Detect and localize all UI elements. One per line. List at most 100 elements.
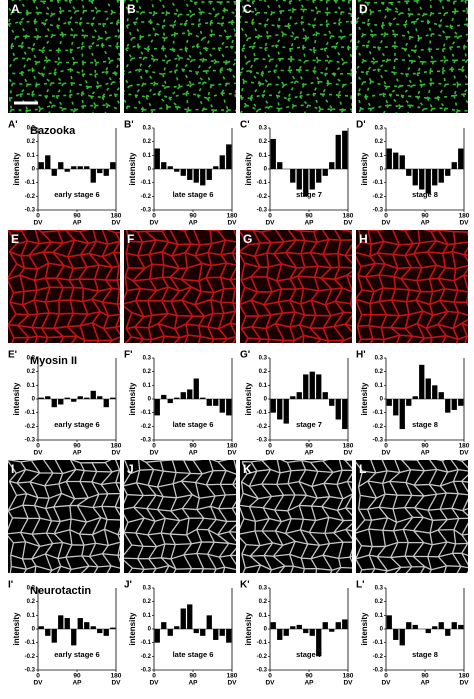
bar: [270, 622, 276, 629]
bar: [399, 155, 405, 169]
y-tick-label: 0.2: [375, 139, 384, 145]
bar: [399, 629, 405, 646]
x-tick-label: 180: [459, 213, 470, 220]
bar: [110, 627, 116, 629]
bar: [187, 169, 193, 180]
bar: [309, 629, 315, 636]
stage-label: stage 7: [296, 190, 322, 199]
bar: [309, 169, 315, 190]
x-tick-label: 90: [421, 213, 429, 220]
x-tick-label: 0: [36, 443, 40, 450]
x-tick-sublabel: DV: [459, 220, 469, 227]
y-axis-label: intensity: [360, 382, 369, 415]
x-tick-label: 180: [343, 213, 354, 220]
x-tick-sublabel: DV: [343, 220, 353, 227]
y-tick-label: 0: [148, 397, 152, 403]
bar: [77, 618, 83, 629]
y-axis-label: intensity: [128, 152, 137, 185]
bar: [84, 622, 90, 629]
y-tick-label: -0.3: [141, 208, 152, 214]
bar: [393, 399, 399, 416]
y-axis-label: intensity: [12, 152, 21, 185]
bar: [219, 629, 225, 636]
x-tick-sublabel: AP: [304, 220, 314, 227]
bar: [303, 374, 309, 399]
bar: [200, 169, 206, 186]
panel-label: A': [8, 120, 18, 131]
panel-label: J': [124, 580, 132, 591]
x-tick-label: 0: [384, 443, 388, 450]
x-tick-sublabel: DV: [227, 680, 237, 687]
stage-label: late stage 6: [173, 420, 214, 429]
y-tick-label: 0: [264, 167, 268, 173]
bar: [283, 629, 289, 636]
x-tick-label: 0: [152, 443, 156, 450]
y-tick-label: 0.3: [259, 126, 268, 132]
cell-edges: [356, 0, 468, 113]
x-tick-sublabel: AP: [304, 450, 314, 457]
bar: [97, 396, 103, 399]
x-tick-label: 0: [152, 213, 156, 220]
bar: [322, 392, 328, 399]
y-tick-label: -0.1: [373, 180, 384, 186]
panel-label: K': [240, 580, 250, 591]
bar: [58, 162, 64, 169]
x-tick-label: 90: [305, 213, 313, 220]
bar: [64, 169, 70, 172]
bar: [458, 624, 464, 629]
bar: [161, 622, 167, 629]
bar: [270, 138, 276, 169]
x-tick-label: 0: [268, 673, 272, 680]
x-tick-label: 0: [36, 213, 40, 220]
bar: [58, 615, 64, 629]
y-tick-label: -0.2: [257, 654, 268, 660]
x-tick-label: 90: [73, 213, 81, 220]
y-tick-label: 0.2: [143, 599, 152, 605]
bar: [393, 152, 399, 169]
bar: [419, 169, 425, 190]
bar: [322, 169, 328, 176]
bar: [90, 169, 96, 183]
y-tick-label: 0.3: [27, 356, 36, 362]
y-tick-label: -0.1: [25, 640, 36, 646]
bar: [200, 629, 206, 636]
x-tick-label: 90: [189, 443, 197, 450]
y-tick-label: -0.3: [373, 668, 384, 674]
y-tick-label: 0.2: [375, 599, 384, 605]
bar: [412, 396, 418, 399]
bar: [38, 162, 44, 169]
bar: [432, 385, 438, 399]
stage-label: late stage 6: [173, 190, 214, 199]
bar: [97, 629, 103, 634]
bar: [206, 615, 212, 629]
bar: [335, 399, 341, 420]
bar: [386, 399, 392, 406]
cell-edges: [8, 230, 120, 343]
bar: [103, 399, 109, 408]
chart-title: Neurotactin: [30, 585, 91, 597]
x-tick-label: 90: [73, 673, 81, 680]
bar: [329, 399, 335, 406]
bar: [77, 166, 83, 169]
y-tick-label: 0.1: [27, 153, 36, 159]
x-tick-sublabel: AP: [72, 450, 82, 457]
bar: [84, 397, 90, 399]
x-tick-sublabel: DV: [111, 450, 121, 457]
cell-edges: [240, 0, 352, 113]
bar: [451, 622, 457, 629]
y-tick-label: 0.1: [259, 383, 268, 389]
micrograph-bg: [240, 460, 352, 573]
bar: [270, 399, 276, 413]
bar: [200, 397, 206, 399]
bar: [90, 626, 96, 629]
y-tick-label: -0.1: [25, 180, 36, 186]
y-axis-label: intensity: [128, 382, 137, 415]
y-tick-label: -0.3: [25, 438, 36, 444]
bar: [399, 399, 405, 430]
micrograph-bg: [124, 0, 236, 113]
micrograph-bg: [8, 230, 120, 343]
bar: [438, 169, 444, 183]
y-tick-label: 0: [148, 627, 152, 633]
panel-label: D': [356, 120, 366, 131]
bar: [154, 399, 160, 416]
